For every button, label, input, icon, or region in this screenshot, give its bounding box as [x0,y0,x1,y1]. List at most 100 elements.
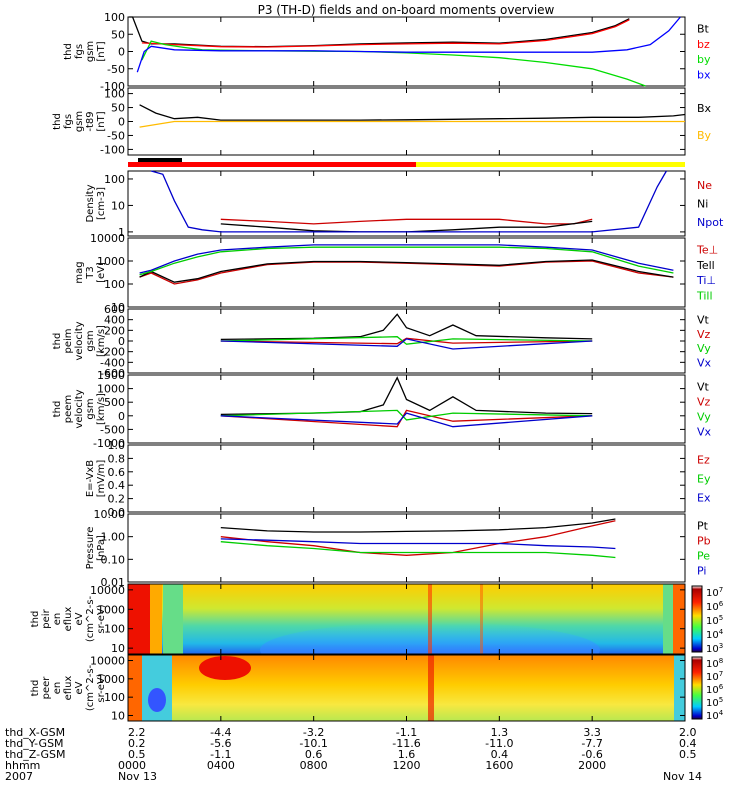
y-axis-label-line: gsm [74,111,85,132]
y-tick-label: -400 [100,356,125,369]
panel-frame [127,170,686,237]
y-tick-label: 0.6 [108,466,126,479]
y-axis-label: thd peir en eflux eV (cm^2-s-sr-eV) [30,595,107,642]
y-axis-label-line: (cm^2-s- [85,595,96,642]
y-tick-label: 0.0 [108,506,126,519]
series-line-Vt [220,376,593,416]
y-tick-label: 100 [104,691,125,704]
y-tick-label: 0.8 [108,452,126,465]
y-axis-label-line: eV [74,681,85,694]
x-tick-label: 1200 [393,759,421,772]
y-axis-label: Pressure [nPa] [85,527,107,570]
series-line-Vz [220,409,593,428]
legend-label-Ti⊥: Ti⊥ [696,274,716,287]
y-axis-label: E=-VxB [mV/m] [85,460,107,498]
status-segment [138,158,182,162]
y-axis-label: thd peim velocity gsm [km/s] [52,321,107,360]
colorbar-tick-label: 106 [706,683,724,696]
colorbar-tick-label: 105 [706,614,723,627]
y-axis-label-line: T3 [85,266,96,279]
ephemeris-value: -3.2 [303,726,324,739]
colorbar [691,656,703,720]
y-tick-label: 10 [111,199,125,212]
y-axis-label-line: thd [63,43,74,60]
x-tick-label: 0000 [118,759,146,772]
ephemeris-value: 0.5 [679,748,697,761]
status-bar [128,158,685,167]
y-tick-label: 10000 [90,232,125,245]
y-axis-label-line: en [52,613,63,626]
panel-frame [127,374,686,444]
y-tick-label: 1000 [97,603,125,616]
ephemeris-value: -10.1 [299,737,327,750]
y-axis-label-line: gsm [85,41,96,62]
y-axis-label-line: thd [52,333,63,350]
spectrogram-peer [128,655,685,721]
series-line-by [141,40,646,87]
legend-label-By: By [697,129,712,142]
y-tick-label: 100 [104,173,125,186]
ephemeris-value: 0.4 [679,737,697,750]
legend-label-Vy: Vy [697,411,711,424]
legend-label-Pi: Pi [697,565,706,578]
y-axis-label-line: mag [74,261,85,283]
y-axis-label-line: [eV] [96,262,107,283]
y-axis-label-line: peem [63,395,74,423]
x-tick-label: 1600 [485,759,513,772]
series-line-Pt [220,518,616,533]
series-line-Till [139,246,674,276]
y-axis-label-line: en [52,682,63,695]
legend-label-Te⊥: Te⊥ [696,244,718,257]
y-axis-label: Density [cm-3] [85,184,107,222]
ephemeris-value: -11.0 [485,737,513,750]
panel-density: 100 10 1 Density [cm-3] Ne Ni Npot [85,170,724,239]
series-line-Pe [220,541,616,559]
status-segment [416,162,685,167]
ephemeris-value: 1.6 [398,748,416,761]
legend-label-Pt: Pt [697,519,709,532]
y-tick-label: 500 [104,396,125,409]
series-line-bz [141,19,630,48]
ephemeris-value: 2.2 [128,726,146,739]
y-tick-label: 1 [118,226,125,239]
y-axis-label-line: eflux [63,676,74,701]
ephemeris-value: 0.4 [491,748,509,761]
y-axis-label-line: eV [74,612,85,625]
y-tick-label: 0 [118,46,125,59]
series-line-Vt [220,313,593,341]
y-tick-label: -600 [100,367,125,380]
y-tick-label: -100 [100,143,125,156]
panel-frame [127,237,686,308]
x-axis-label: hhmm [5,759,40,772]
y-axis-label-line: eflux [63,607,74,632]
y-axis-label: mag T3 [eV] [74,261,107,283]
colorbar-tick-label: 103 [706,642,723,655]
series-line-Bx [139,104,686,121]
ephemeris-value: -0.6 [581,748,602,761]
y-axis-label-line: peim [63,328,74,353]
y-tick-label: 10 [111,301,125,314]
y-tick-label: 400 [104,314,125,327]
legend-label-Vx: Vx [697,426,712,439]
y-axis-label-line: Density [85,184,96,222]
x-tick-label: 0800 [300,759,328,772]
y-axis-label-line: thd [30,611,41,628]
colorbar-tick-label: 107 [706,670,723,683]
legend-label-by: by [697,53,711,66]
legend-label-Vy: Vy [697,342,711,355]
legend-label-Bt: Bt [697,23,710,36]
panel-pressure: 10.00 1.00 0.10 0.01 Pressure [nPa] Pt Pb Pe Pi [85,508,711,589]
series-line-Tell [139,259,674,283]
series-line-Ne [220,218,593,225]
legend-label-Ex: Ex [697,492,711,505]
year-label: 2007 [5,770,33,783]
time-axis: thd_X-GSM 2.2 -4.4 -3.2 -1.1 1.3 3.3 2.0 thd_Y-G… [5,726,702,783]
panel-frame [127,308,686,374]
legend-label-Ey: Ey [697,473,711,486]
y-tick-label: 100 [104,623,125,636]
